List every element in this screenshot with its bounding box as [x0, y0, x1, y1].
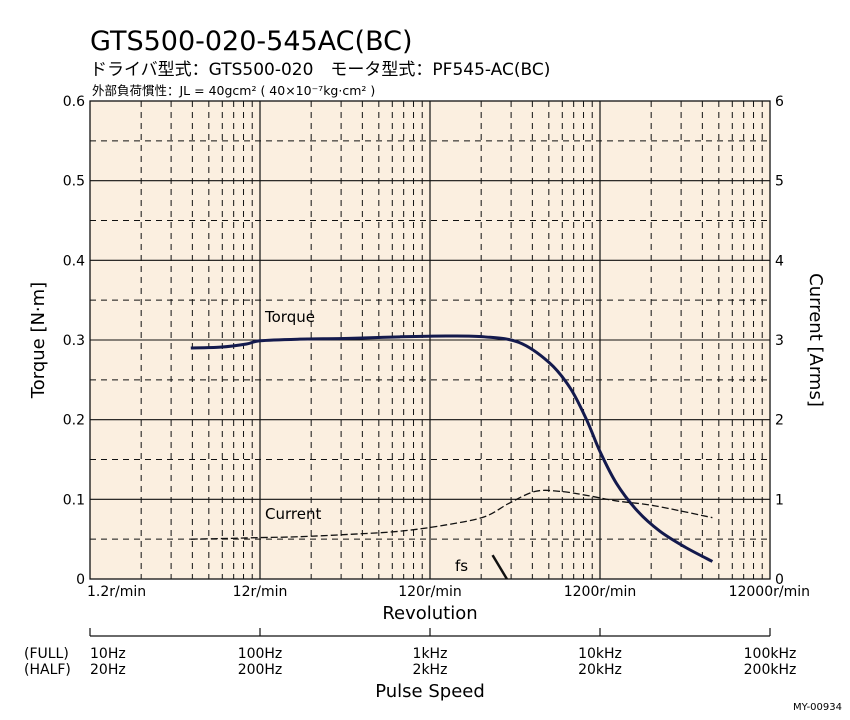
chart-subtitle: ドライバ型式：GTS500-020 モータ型式：PF545-AC(BC) — [90, 60, 550, 80]
pulse-speed-title: Pulse Speed — [375, 681, 485, 702]
y-right-tick-label: 0 — [775, 572, 784, 588]
x-tick-label: 1200r/min — [564, 584, 637, 600]
y-left-tick-label: 0 — [76, 572, 85, 588]
figure-code: MY-00934 — [793, 702, 842, 713]
y-left-tick-label: 0.4 — [63, 253, 85, 269]
y-right-tick-label: 2 — [775, 413, 784, 429]
x-tick-label: 12r/min — [233, 584, 288, 600]
y-left-tick-label: 0.3 — [63, 333, 85, 349]
series-line-current — [190, 489, 713, 540]
x-tick-label: 12000r/min — [729, 584, 810, 600]
y-right-tick-label: 1 — [775, 492, 784, 508]
y-left-tick-label: 0.6 — [63, 94, 85, 110]
fs-marker-line — [491, 554, 508, 580]
pulse-full-label: 10Hz — [90, 646, 126, 662]
right-axis-ticks: 0 1 2 3 4 5 6 — [775, 94, 784, 588]
fs-label: fs — [455, 557, 468, 575]
y-left-tick-label: 0.1 — [63, 492, 85, 508]
pulse-half-label: 200kHz — [744, 662, 797, 678]
chart-title: GTS500-020-545AC(BC) — [90, 26, 413, 57]
pulse-row-full-label: (FULL) — [24, 646, 69, 662]
x-axis-title: Revolution — [382, 603, 477, 624]
pulse-full-label: 1kHz — [413, 646, 448, 662]
y-right-axis-title: Current [Arms] — [805, 273, 826, 407]
pulse-half-label: 2kHz — [413, 662, 448, 678]
x-tick-label: 1.2r/min — [87, 584, 146, 600]
inertia-note: 外部負荷慣性：JL = 40gcm² ( 40×10⁻⁷kg·cm² ) — [92, 83, 375, 98]
y-left-tick-label: 0.2 — [63, 413, 85, 429]
y-right-tick-label: 4 — [775, 253, 784, 269]
y-left-tick-label: 0.5 — [63, 174, 85, 190]
x-axis-ticks: 1.2r/min 12r/min 120r/min 1200r/min 12000r/m… — [87, 584, 810, 600]
y-right-tick-label: 3 — [775, 333, 784, 349]
x-tick-label: 120r/min — [398, 584, 462, 600]
series-line-torque — [190, 334, 714, 563]
left-axis-ticks: 0 0.1 0.2 0.3 0.4 0.5 0.6 — [63, 94, 85, 588]
plot-frame — [89, 100, 771, 580]
series-label-torque: Torque — [264, 308, 315, 326]
pulse-half-label: 200Hz — [238, 662, 283, 678]
series-group — [190, 334, 714, 580]
pulse-full-label: 10kHz — [578, 646, 622, 662]
pulse-full-label: 100kHz — [744, 646, 797, 662]
pulse-full-label: 100Hz — [238, 646, 283, 662]
pulse-half-label: 20Hz — [90, 662, 126, 678]
pulse-half-label: 20kHz — [578, 662, 622, 678]
y-right-tick-label: 5 — [775, 174, 784, 190]
pulse-row-half-label: (HALF) — [24, 662, 71, 678]
series-label-current: Current — [265, 505, 321, 523]
y-left-axis-title: Torque [N·m] — [28, 282, 49, 399]
y-right-tick-label: 6 — [775, 94, 784, 110]
